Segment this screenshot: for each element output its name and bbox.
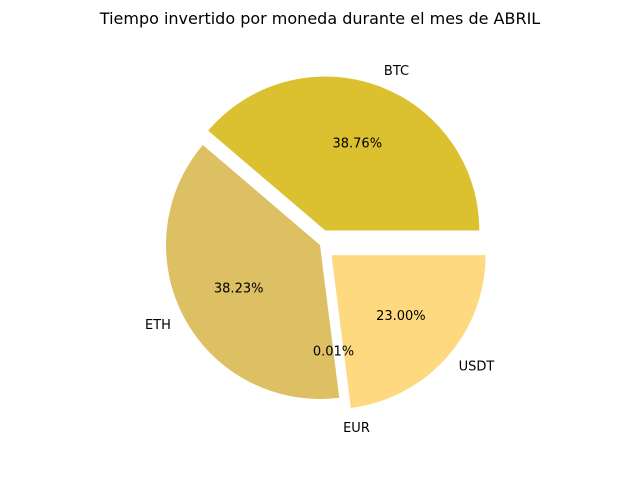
- pie-slice-btc: [208, 76, 480, 231]
- pie-slices: [166, 76, 486, 414]
- slice-percent-usdt: 23.00%: [376, 309, 426, 324]
- pie-labels: BTC 38.76% ETH 38.23% EUR 0.01% USDT 23.00%: [145, 64, 494, 436]
- slice-label-eur: EUR: [343, 421, 370, 436]
- slice-percent-eth: 38.23%: [214, 281, 264, 296]
- slice-label-eth: ETH: [145, 318, 171, 333]
- pie-slice-eth: [166, 145, 340, 399]
- pie-slice-usdt: [331, 255, 486, 408]
- slice-percent-btc: 38.76%: [332, 136, 382, 151]
- slice-percent-eur: 0.01%: [313, 344, 354, 359]
- pie-slice-eur: [321, 260, 342, 414]
- slice-label-btc: BTC: [384, 64, 409, 79]
- slice-label-usdt: USDT: [459, 360, 495, 375]
- chart-title: Tiempo invertido por moneda durante el m…: [99, 9, 541, 28]
